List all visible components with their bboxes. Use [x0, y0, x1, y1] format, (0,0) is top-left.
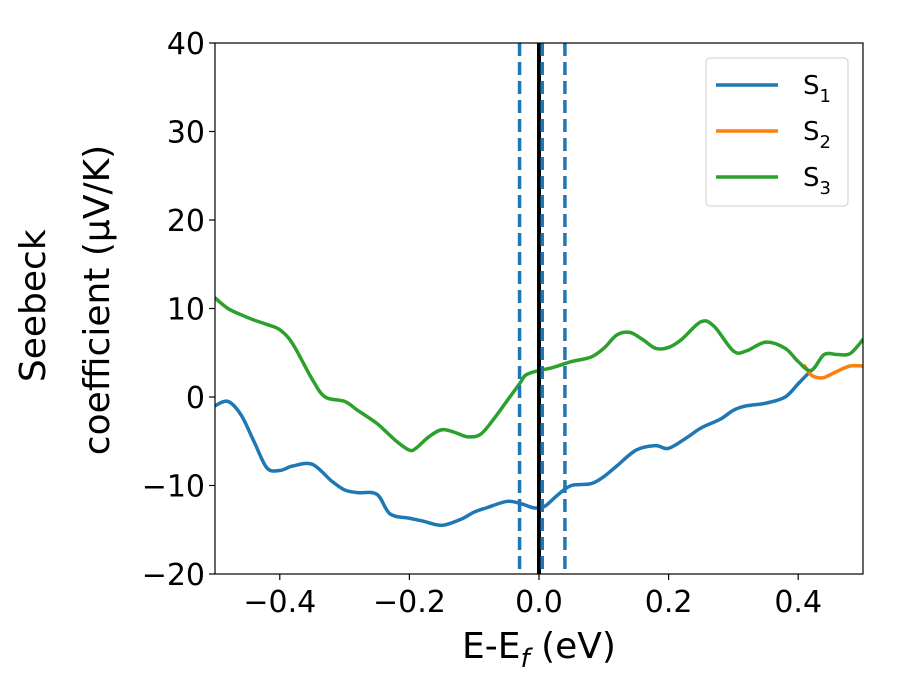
legend-label-s1: S1	[803, 71, 831, 107]
x-tick-label: −0.4	[243, 585, 316, 620]
legend-items: S1 S2 S3	[716, 71, 831, 199]
reference-lines	[517, 43, 567, 574]
y-tick-label: 10	[167, 293, 205, 328]
x-tick-label: 0.4	[774, 585, 822, 620]
legend-label-s3: S3	[803, 163, 831, 199]
x-tick-label: −0.2	[373, 585, 446, 620]
legend-label-s2: S2	[803, 117, 831, 153]
series-line-s2	[802, 363, 863, 380]
x-axis-label: E-Ef (eV)	[462, 626, 616, 674]
y-tick-label: 40	[167, 27, 205, 62]
y-tick-label: 0	[186, 381, 205, 416]
y-tick-label: 30	[167, 116, 205, 151]
series-line-s3	[215, 296, 863, 453]
x-axis-ticks: −0.4 −0.2 0.0 0.2 0.4	[243, 574, 822, 620]
y-tick-label: 20	[167, 204, 205, 239]
y-tick-label: −10	[142, 470, 205, 505]
x-tick-label: 0.0	[515, 585, 563, 620]
legend: S1 S2 S3	[705, 57, 849, 207]
y-axis-label: Seebeck coefficient (μV/K)	[13, 145, 118, 455]
y-tick-label: −20	[142, 558, 205, 593]
x-tick-label: 0.2	[645, 585, 693, 620]
y-axis-ticks: −20 −10 0 10 20 30 40	[142, 27, 215, 593]
